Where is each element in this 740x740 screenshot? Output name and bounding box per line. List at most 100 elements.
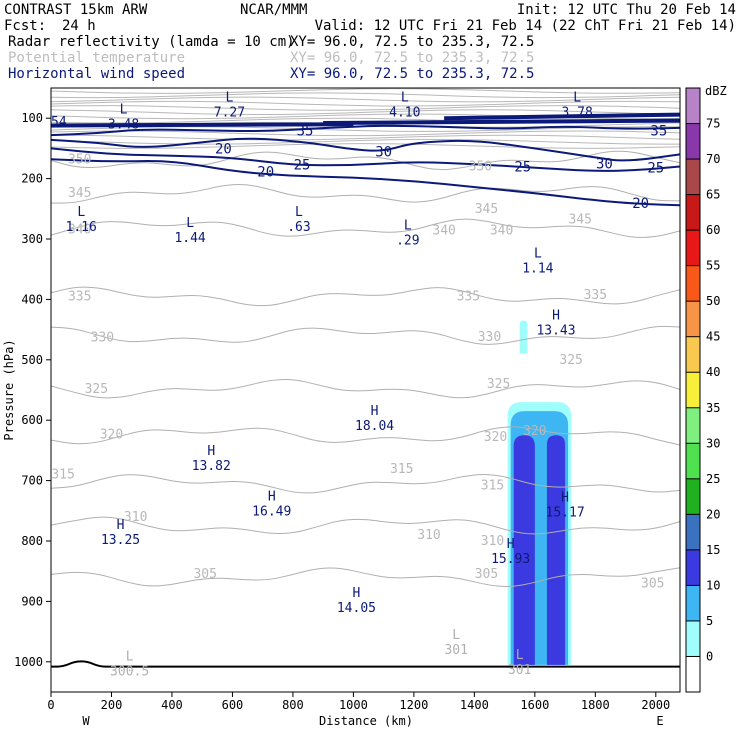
colorbar-level-label: 60 (706, 223, 720, 237)
theta-extremum-letter: L (452, 628, 460, 643)
wind-extremum-value: 4.10 (389, 105, 420, 120)
wind-extremum-value: 3.48 (108, 117, 139, 132)
wind-extremum-letter: H (268, 490, 276, 505)
x-tick-label: 600 (222, 698, 244, 712)
stratosphere-isentrope (51, 143, 680, 149)
isentrope-label: 305 (193, 567, 216, 582)
colorbar-swatch (686, 656, 700, 692)
wind-contour-20 (51, 158, 680, 207)
wind-extremum-value: 1.44 (174, 231, 205, 246)
colorbar-level-label: 40 (706, 365, 720, 379)
reflectivity-cell (546, 435, 566, 665)
x-tick-label: 1800 (581, 698, 610, 712)
valid-time: Valid: 12 UTC Fri 21 Feb 14 (22 ChT Fri … (315, 18, 736, 34)
wind-speed-contours (51, 112, 680, 207)
isentrope-325 (51, 379, 680, 399)
y-tick-label: 700 (21, 474, 43, 488)
isentrope-label: 335 (457, 289, 480, 304)
wind-extremum-letter: L (404, 218, 412, 233)
wind-extremum-value: 14.05 (337, 601, 376, 616)
wind-extremum-value: 54 (51, 115, 67, 130)
isentrope-350 (51, 150, 680, 171)
colorbar-swatch (686, 194, 700, 231)
isentrope-315 (51, 473, 680, 494)
colorbar-level-label: 70 (706, 152, 720, 166)
isentrope-label: 320 (523, 424, 546, 439)
header: CONTRAST 15km ARW NCAR/MMM Init: 12 UTC … (4, 2, 736, 82)
colorbar-swatch (686, 443, 700, 479)
init-time: Init: 12 UTC Thu 20 Feb 14 (517, 2, 736, 18)
wind-extremum-value: 13.25 (101, 533, 140, 548)
colorbar-swatch (686, 514, 700, 550)
colorbar-swatch (686, 88, 700, 124)
isentrope-label: 350 (68, 152, 91, 167)
wind-extremum-letter: L (295, 205, 303, 220)
isentrope-label: 315 (51, 468, 74, 483)
stratosphere-isentrope (51, 134, 680, 141)
wind-extremum-letter: L (186, 216, 194, 231)
isentrope-label: 325 (559, 353, 582, 368)
wind-extremum-letter: L (573, 90, 581, 105)
x-tick-label: 200 (101, 698, 123, 712)
field-xy-reflectivity: XY= 96.0, 72.5 to 235.3, 72.5 (290, 34, 534, 50)
colorbar-swatch (686, 407, 700, 444)
theta-extremum-value: 301 (508, 663, 531, 678)
isentrope-label: 320 (100, 428, 123, 443)
colorbar-level-label: 0 (706, 649, 713, 663)
y-axis: 100 200 300 400 500 600 700 800 900 1000 (14, 111, 51, 669)
center-title: NCAR/MMM (240, 2, 307, 18)
colorbar-swatch (686, 478, 700, 515)
plot-area: 350 350 345 345 345 340 340 340 335 335 335 330 330 3… (50, 87, 681, 693)
colorbar-swatch (686, 301, 700, 337)
wind-contour-label: 25 (514, 160, 531, 176)
isentrope-label: 345 (68, 186, 91, 201)
fcst-value: 24 h (62, 18, 96, 34)
wind-extremum-value: 16.49 (252, 505, 291, 520)
x-tick-label: 1400 (460, 698, 489, 712)
colorbar-swatch (686, 585, 700, 621)
stratosphere-isentrope (51, 96, 680, 103)
isentrope-label: 350 (469, 160, 492, 175)
wind-extremum-value: .29 (396, 233, 419, 248)
isentrope-label: 340 (432, 224, 455, 239)
plot-frame (50, 87, 681, 693)
colorbar-level-label: 5 (706, 614, 713, 628)
wind-contour-label: 35 (650, 123, 667, 139)
colorbar: dBZ 0 5 10 15 20 25 30 35 40 45 50 55 60 65 70 75 (685, 84, 727, 693)
y-tick-label: 500 (21, 353, 43, 367)
wind-extremum-value: 15.17 (546, 506, 585, 521)
wind-extremum-value: 13.43 (536, 323, 575, 338)
isentrope-label: 345 (568, 213, 591, 228)
stratosphere-isentrope (51, 138, 680, 145)
stratosphere-isentrope (51, 105, 680, 111)
colorbar-unit: dBZ (705, 84, 727, 98)
stratosphere-isentrope (51, 88, 680, 94)
wind-contour-label: 35 (297, 123, 314, 139)
wind-extremum-value: 1.14 (522, 262, 553, 277)
west-label: W (82, 714, 90, 728)
theta-extremum-letter: L (516, 648, 524, 663)
isentrope-label: 330 (478, 330, 501, 345)
wind-contour-label: 30 (596, 157, 613, 173)
jet-core-band (444, 112, 680, 121)
reflectivity-cell (519, 320, 528, 354)
wind-extremum-value: 13.82 (192, 459, 231, 474)
colorbar-swatch (686, 336, 700, 373)
isentrope-label: 315 (481, 478, 504, 493)
x-tick-label: 1200 (399, 698, 428, 712)
isentrope-305 (51, 567, 680, 587)
wind-extremum-letter: L (226, 90, 234, 105)
colorbar-swatch (686, 620, 700, 657)
x-tick-label: 2000 (641, 698, 670, 712)
colorbar-level-label: 50 (706, 294, 720, 308)
isentrope-335 (51, 286, 680, 307)
y-tick-label: 800 (21, 534, 43, 548)
wind-contour-30 (51, 137, 680, 162)
colorbar-level-label: 65 (706, 188, 720, 202)
isentrope-label: 340 (68, 222, 91, 237)
isentrope-label: 310 (417, 528, 440, 543)
wind-contour-label: 30 (375, 144, 392, 160)
y-tick-label: 100 (21, 111, 43, 125)
colorbar-level-label: 45 (706, 330, 720, 344)
isentrope-label: 320 (484, 430, 507, 445)
